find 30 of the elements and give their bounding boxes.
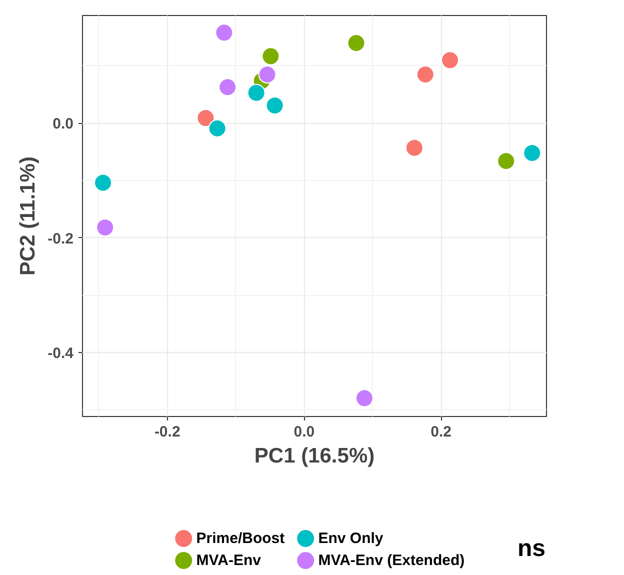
x-tick-label: -0.2: [154, 424, 180, 440]
point: [347, 34, 366, 52]
point: [266, 96, 284, 114]
y-tick-label: -0.4: [48, 344, 74, 362]
point: [96, 218, 114, 236]
legend-label: Env Only: [318, 530, 384, 547]
text: ns: [518, 535, 546, 562]
point: [497, 152, 516, 170]
point: [258, 66, 276, 84]
y-tick-label: 0.0: [52, 116, 74, 133]
point: [262, 47, 280, 66]
point: [441, 51, 460, 70]
legend-label: MVA-Env: [196, 552, 262, 569]
x-axis-title: PC1 (16.5%): [254, 444, 375, 468]
y-tick-label: -0.2: [48, 230, 74, 248]
point: [196, 109, 215, 128]
point: [405, 138, 424, 157]
x-tick-label: 0.0: [294, 424, 315, 440]
point: [208, 119, 226, 138]
point: [416, 66, 434, 84]
point: [94, 174, 112, 192]
legend-label: MVA-Env (Extended): [318, 552, 465, 569]
point: [355, 389, 374, 408]
point: [215, 24, 234, 42]
legend-label: Prime/Boost: [196, 530, 285, 547]
point: [218, 78, 237, 96]
y-axis-title: PC2 (11.1%): [16, 156, 40, 276]
point: [523, 144, 542, 162]
x-tick-label: 0.2: [430, 424, 452, 440]
point: [247, 84, 266, 102]
